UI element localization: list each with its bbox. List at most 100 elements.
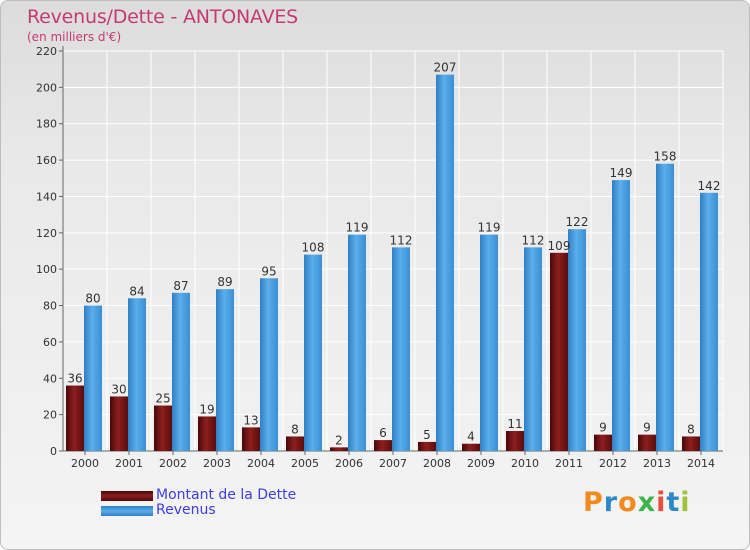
bar-revenus [260, 278, 278, 451]
data-label-dette: 8 [687, 422, 695, 436]
data-label-revenus: 142 [698, 179, 721, 193]
bar-revenus [524, 247, 542, 451]
bar-revenus [700, 192, 718, 451]
data-label-dette: 109 [548, 239, 571, 253]
y-tick-label: 120 [36, 227, 57, 240]
data-label-revenus: 207 [434, 61, 457, 75]
x-tick-label: 2005 [291, 457, 319, 470]
y-tick-label: 20 [43, 409, 57, 422]
x-tick-label: 2011 [555, 457, 583, 470]
x-tick-label: 2001 [115, 457, 143, 470]
data-label-dette: 5 [423, 428, 431, 442]
y-tick-label: 140 [36, 190, 57, 203]
bar-revenus [392, 247, 410, 451]
x-tick-label: 2010 [511, 457, 539, 470]
bar-dette [682, 436, 700, 451]
bar-dette [242, 427, 260, 451]
bar-dette [638, 434, 656, 451]
data-label-revenus: 158 [654, 150, 677, 164]
data-label-revenus: 122 [566, 215, 589, 229]
legend-label-revenus: Revenus [156, 502, 216, 518]
bar-dette [154, 405, 172, 451]
data-label-dette: 25 [155, 392, 170, 406]
data-label-revenus: 112 [522, 233, 545, 247]
bar-dette [330, 447, 348, 451]
legend-label-debt: Montant de la Dette [156, 487, 297, 503]
x-tick-label: 2008 [423, 457, 451, 470]
bar-revenus [480, 234, 498, 451]
data-label-revenus: 87 [173, 279, 188, 293]
logo-letter: t [666, 487, 681, 518]
data-label-dette: 30 [111, 382, 126, 396]
data-label-dette: 19 [199, 402, 214, 416]
bar-revenus [128, 298, 146, 451]
bar-revenus [216, 289, 234, 451]
y-tick-label: 200 [36, 81, 57, 94]
x-tick-label: 2000 [71, 457, 99, 470]
y-tick-label: 40 [43, 372, 57, 385]
y-tick-label: 220 [36, 45, 57, 58]
y-tick-label: 0 [50, 445, 57, 458]
legend-swatch-debt [101, 491, 153, 501]
data-label-dette: 9 [599, 421, 607, 435]
bar-revenus [568, 229, 586, 451]
bar-revenus [304, 254, 322, 451]
data-label-revenus: 112 [390, 233, 413, 247]
data-label-dette: 13 [243, 413, 258, 427]
x-tick-label: 2006 [335, 457, 363, 470]
data-label-revenus: 95 [261, 264, 276, 278]
data-label-dette: 9 [643, 421, 651, 435]
data-label-revenus: 119 [346, 221, 369, 235]
y-tick-label: 160 [36, 154, 57, 167]
data-label-revenus: 149 [610, 166, 633, 180]
data-labels: 36 30 25 19 13 8 2 6 5 4 11 109 9 9 8 80 84 87 89 95 108 119 1… [67, 61, 720, 448]
logo-letter: P [583, 487, 604, 518]
bar-dette [550, 252, 568, 451]
bar-dette [462, 443, 480, 451]
bar-dette [374, 440, 392, 451]
axes: 0 20 40 60 80 100 120 140 160 180 200 220 2000 2001 20… [36, 45, 723, 470]
data-label-dette: 2 [335, 433, 343, 447]
logo-letter: i [656, 487, 667, 518]
data-label-revenus: 84 [129, 284, 144, 298]
bar-dette [594, 434, 612, 451]
bar-dette [110, 396, 128, 451]
x-tick-label: 2014 [687, 457, 715, 470]
data-label-dette: 6 [379, 426, 387, 440]
bar-revenus [84, 305, 102, 451]
x-tick-label: 2007 [379, 457, 407, 470]
bar-dette [66, 385, 84, 451]
chart-subtitle: (en milliers d'€) [27, 30, 122, 44]
bar-dette [506, 431, 524, 451]
data-label-revenus: 89 [217, 275, 232, 289]
bar-revenus [172, 292, 190, 451]
y-tick-label: 180 [36, 118, 57, 131]
legend-swatch-revenus [101, 506, 153, 516]
logo-letter: o [618, 487, 638, 518]
data-label-revenus: 80 [85, 292, 100, 306]
y-tick-label: 100 [36, 263, 57, 276]
data-label-revenus: 108 [302, 241, 325, 255]
chart-title: Revenus/Dette - ANTONAVES [27, 6, 299, 28]
bar-revenus [612, 180, 630, 451]
data-label-revenus: 119 [478, 221, 501, 235]
y-tick-label: 80 [43, 300, 57, 313]
y-tick-label: 60 [43, 336, 57, 349]
data-label-dette: 8 [291, 422, 299, 436]
data-label-dette: 4 [467, 430, 475, 444]
proxiti-logo: Proxiti [583, 487, 691, 518]
logo-letter: i [680, 487, 691, 518]
x-tick-label: 2009 [467, 457, 495, 470]
data-label-dette: 36 [67, 372, 82, 386]
x-tick-label: 2003 [203, 457, 231, 470]
bar-dette [418, 441, 436, 451]
logo-letter: r [603, 487, 619, 518]
x-tick-label: 2002 [159, 457, 187, 470]
bars [66, 74, 718, 452]
logo-letter: x [637, 487, 657, 518]
bar-dette [198, 416, 216, 451]
x-tick-label: 2013 [643, 457, 671, 470]
x-tick-label: 2012 [599, 457, 627, 470]
